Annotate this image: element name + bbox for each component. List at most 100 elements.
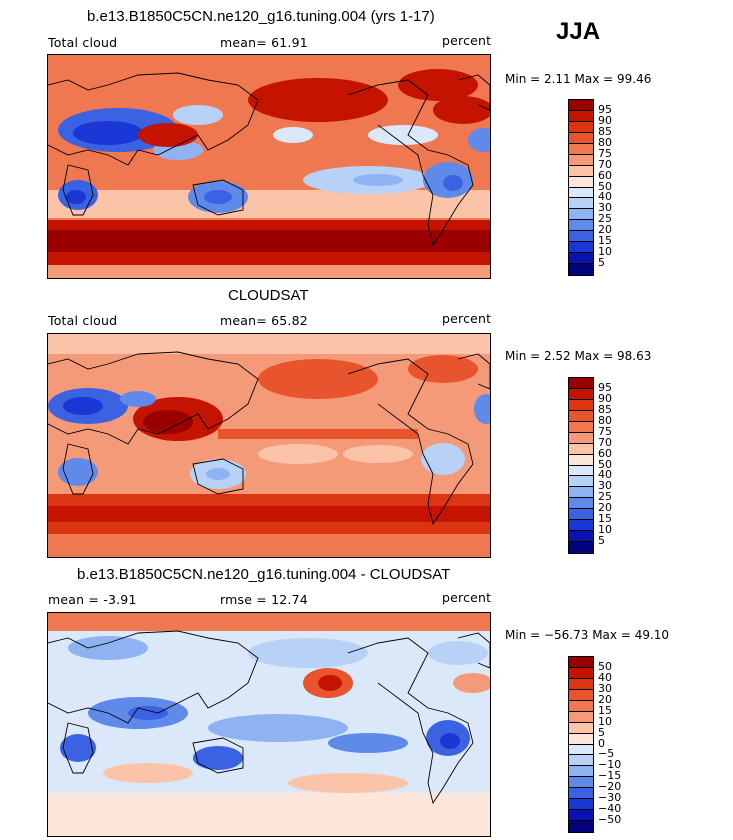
colorbar-tick-label: 20: [598, 501, 612, 515]
colorbar-swatch: [569, 121, 593, 133]
colorbar-swatch: [569, 143, 593, 155]
panel2-variable-label: Total cloud: [48, 313, 118, 328]
colorbar-swatch: [569, 132, 593, 144]
colorbar-tick-label: 15: [598, 512, 612, 526]
colorbar-swatch: [569, 231, 593, 243]
colorbar-swatch: [569, 454, 593, 466]
colorbar-swatch: [569, 187, 593, 199]
colorbar-tick-label: 0: [598, 736, 605, 750]
colorbar-tick-label: 15: [598, 703, 612, 717]
colorbar-swatch: [569, 711, 593, 723]
panel2-mean-label: mean= 65.82: [220, 313, 308, 328]
colorbar-tick-label: −20: [598, 780, 622, 794]
colorbar-swatch: [569, 242, 593, 254]
colorbar-swatch: [569, 165, 593, 177]
colorbar-swatch: [569, 220, 593, 232]
colorbar-tick-label: 30: [598, 479, 612, 493]
panel3-title: b.e13.B1850C5CN.ne120_g16.tuning.004 - C…: [77, 566, 451, 583]
panel1-variable-label: Total cloud: [48, 35, 118, 50]
colorbar-tick-label: 10: [598, 523, 612, 537]
colorbar-swatch: [569, 657, 593, 668]
colorbar-tick-label: −30: [598, 791, 622, 805]
colorbar-tick-label: 70: [598, 157, 612, 171]
panel3-rmse-label: rmse = 12.74: [220, 592, 308, 607]
colorbar-swatch: [569, 209, 593, 221]
colorbar-tick-label: 95: [598, 102, 612, 116]
colorbar-tick-label: 60: [598, 168, 612, 182]
colorbar-swatch: [569, 810, 593, 822]
colorbar-swatch: [569, 678, 593, 690]
colorbar-tick-label: −5: [598, 747, 615, 761]
colorbar-swatch: [569, 476, 593, 488]
colorbar-tick-label: −15: [598, 769, 622, 783]
colorbar-tick-label: 5: [598, 725, 605, 739]
colorbar-tick-label: −40: [598, 802, 622, 816]
colorbar-swatch: [569, 498, 593, 510]
colorbar-swatch: [569, 821, 593, 832]
colorbar-swatch: [569, 542, 593, 553]
colorbar-swatch: [569, 766, 593, 778]
panel2-minmax-label: Min = 2.52 Max = 98.63: [505, 349, 652, 363]
colorbar-tick-label: 40: [598, 190, 612, 204]
panel2-title: CLOUDSAT: [228, 287, 309, 304]
colorbar-swatch: [569, 531, 593, 543]
colorbar-swatch: [569, 722, 593, 734]
colorbar-swatch: [569, 378, 593, 389]
colorbar-swatch: [569, 399, 593, 411]
colorbar-swatch: [569, 755, 593, 767]
colorbar-tick-label: −10: [598, 758, 622, 772]
colorbar-swatch: [569, 421, 593, 433]
colorbar-swatch: [569, 520, 593, 532]
colorbar-swatch: [569, 799, 593, 811]
colorbar-swatch: [569, 487, 593, 499]
colorbar-swatch: [569, 410, 593, 422]
colorbar-swatch: [569, 264, 593, 275]
panel1-colorbar: [568, 99, 594, 276]
colorbar-swatch: [569, 432, 593, 444]
panel3-map: [47, 612, 491, 837]
colorbar-tick-label: 85: [598, 124, 612, 138]
colorbar-tick-label: 95: [598, 380, 612, 394]
panel2-colorbar: [568, 377, 594, 554]
colorbar-swatch: [569, 198, 593, 210]
colorbar-tick-label: 20: [598, 223, 612, 237]
colorbar-tick-label: 30: [598, 201, 612, 215]
colorbar-swatch: [569, 509, 593, 521]
panel1-map: [47, 54, 491, 279]
colorbar-tick-label: 50: [598, 659, 612, 673]
panel1-title: b.e13.B1850C5CN.ne120_g16.tuning.004 (yr…: [87, 8, 435, 25]
colorbar-swatch: [569, 465, 593, 477]
colorbar-tick-label: 50: [598, 179, 612, 193]
panel3-units-label: percent: [442, 590, 492, 605]
colorbar-tick-label: 10: [598, 714, 612, 728]
panel3-mean-label: mean = -3.91: [48, 592, 137, 607]
colorbar-tick-label: 80: [598, 135, 612, 149]
colorbar-tick-label: 5: [598, 534, 605, 548]
colorbar-tick-label: 75: [598, 424, 612, 438]
colorbar-tick-label: 10: [598, 245, 612, 259]
colorbar-swatch: [569, 744, 593, 756]
colorbar-tick-label: 20: [598, 692, 612, 706]
panel2-map: [47, 333, 491, 558]
colorbar-tick-label: 75: [598, 146, 612, 160]
colorbar-tick-label: 40: [598, 670, 612, 684]
colorbar-tick-label: −50: [598, 813, 622, 827]
colorbar-tick-label: 50: [598, 457, 612, 471]
colorbar-swatch: [569, 154, 593, 166]
panel2-units-label: percent: [442, 311, 492, 326]
colorbar-tick-label: 60: [598, 446, 612, 460]
colorbar-swatch: [569, 388, 593, 400]
colorbar-swatch: [569, 443, 593, 455]
colorbar-tick-label: 80: [598, 413, 612, 427]
colorbar-swatch: [569, 777, 593, 789]
colorbar-swatch: [569, 110, 593, 122]
colorbar-tick-label: 25: [598, 212, 612, 226]
panel1-units-label: percent: [442, 33, 492, 48]
season-label: JJA: [556, 18, 601, 45]
colorbar-swatch: [569, 689, 593, 701]
panel3-colorbar: [568, 656, 594, 833]
colorbar-tick-label: 5: [598, 256, 605, 270]
colorbar-tick-label: 30: [598, 681, 612, 695]
colorbar-tick-label: 90: [598, 391, 612, 405]
panel1-minmax-label: Min = 2.11 Max = 99.46: [505, 72, 652, 86]
